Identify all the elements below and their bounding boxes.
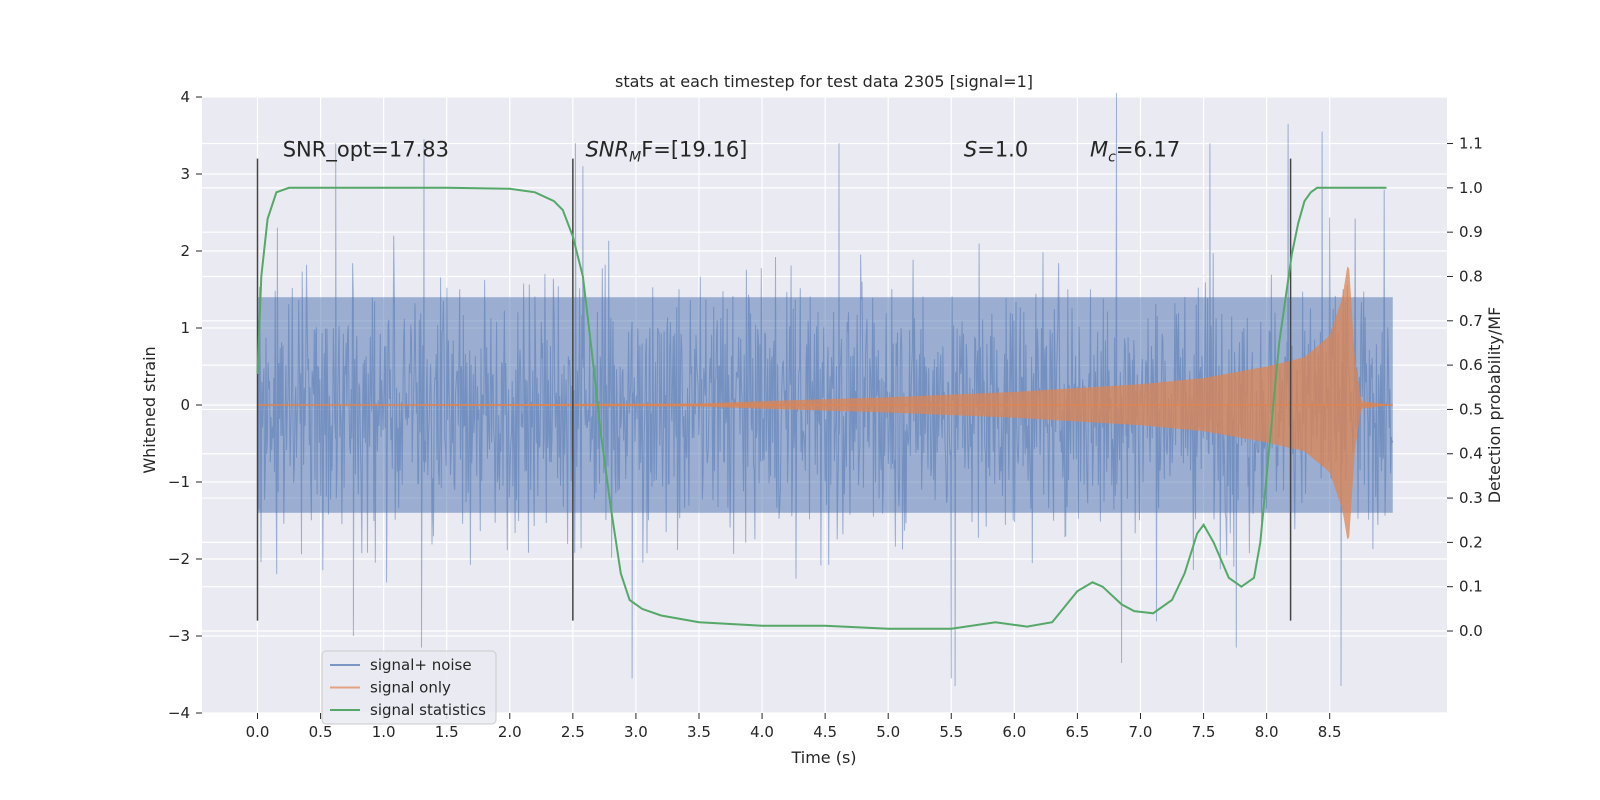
x-tick-label: 2.0 [498, 723, 522, 741]
annotation-snr-mf: SNRMF=[19.16] [585, 138, 747, 166]
series-line-signal-statistics [256, 186, 1387, 630]
x-tick-label: 2.5 [561, 723, 585, 741]
x-tick-label: 8.0 [1255, 723, 1279, 741]
legend-box [321, 650, 497, 725]
annotation-snr-opt: SNR_opt=17.83 [283, 138, 449, 163]
x-tick-label: 7.5 [1192, 723, 1216, 741]
y-right-tick-label: 0.3 [1459, 489, 1483, 507]
y-right-tick-label: 0.4 [1459, 445, 1483, 463]
x-tick-label: 3.5 [687, 723, 711, 741]
legend-label: signal statistics [370, 701, 486, 719]
y-right-tick-label: 0.7 [1459, 312, 1483, 330]
y-axis-ticks: 4 3 2 1 0 −1 −2 −3 −4 [168, 88, 202, 722]
y-right-axis-ticks: 1.1 1.0 0.9 0.8 0.7 0.6 0.5 0.4 0.3 0.2 0.1 0.0 [1447, 135, 1483, 640]
y-tick-label: 3 [180, 165, 190, 183]
series-signal-only [257, 266, 1393, 540]
y-right-tick-label: 0.9 [1459, 223, 1483, 241]
y-tick-label: −3 [168, 627, 190, 645]
y-axis-label: Whitened strain [140, 346, 159, 473]
y-tick-label: 1 [180, 319, 190, 337]
y-right-tick-label: 0.1 [1459, 578, 1483, 596]
series-signal-statistics [256, 186, 1387, 630]
y-right-tick-label: 1.0 [1459, 179, 1483, 197]
y-right-tick-label: 0.6 [1459, 356, 1483, 374]
y-right-tick-label: 0.8 [1459, 267, 1483, 285]
annotation-chirp-mass: Mc=6.17 [1090, 138, 1180, 166]
legend-label: signal+ noise [370, 656, 472, 674]
signal-envelope [257, 266, 1393, 540]
series-line-signal-plus-noise [257, 93, 1394, 687]
y-tick-label: 4 [180, 88, 190, 106]
x-tick-label: 0.0 [246, 723, 270, 741]
y-right-tick-label: 1.1 [1459, 135, 1483, 153]
x-axis-label: Time (s) [790, 748, 856, 767]
y-right-axis-label: Detection probability/MF [1485, 307, 1504, 504]
legend: signal+ noise signal only signal statistic… [321, 650, 497, 725]
x-tick-label: 4.5 [813, 723, 837, 741]
x-tick-label: 7.0 [1129, 723, 1153, 741]
x-tick-label: 4.0 [750, 723, 774, 741]
y-right-tick-label: 0.5 [1459, 400, 1483, 418]
x-tick-label: 1.0 [372, 723, 396, 741]
x-tick-label: 5.5 [939, 723, 963, 741]
y-right-tick-label: 0.2 [1459, 533, 1483, 551]
y-tick-label: 2 [180, 242, 190, 260]
y-tick-label: −2 [168, 550, 190, 568]
x-tick-label: 6.0 [1002, 723, 1026, 741]
y-tick-label: 0 [180, 396, 190, 414]
x-tick-label: 3.0 [624, 723, 648, 741]
legend-label: signal only [370, 679, 451, 697]
x-tick-label: 5.0 [876, 723, 900, 741]
annotation-s-value: S=1.0 [964, 138, 1028, 162]
x-axis-ticks: 0.0 0.5 1.0 1.5 2.0 2.5 3.0 3.5 4.0 4.5 5.0 5.5 6.0 6… [246, 713, 1342, 741]
y-tick-label: −4 [168, 704, 190, 722]
y-right-tick-label: 0.0 [1459, 622, 1483, 640]
x-tick-label: 0.5 [309, 723, 333, 741]
y-tick-label: −1 [168, 473, 190, 491]
x-tick-label: 6.5 [1065, 723, 1089, 741]
chart-title: stats at each timestep for test data 230… [615, 72, 1033, 91]
annotations: SNR_opt=17.83 SNRMF=[19.16] S=1.0 Mc=6.17 [283, 138, 1180, 166]
x-tick-label: 8.5 [1318, 723, 1342, 741]
x-tick-label: 1.5 [435, 723, 459, 741]
